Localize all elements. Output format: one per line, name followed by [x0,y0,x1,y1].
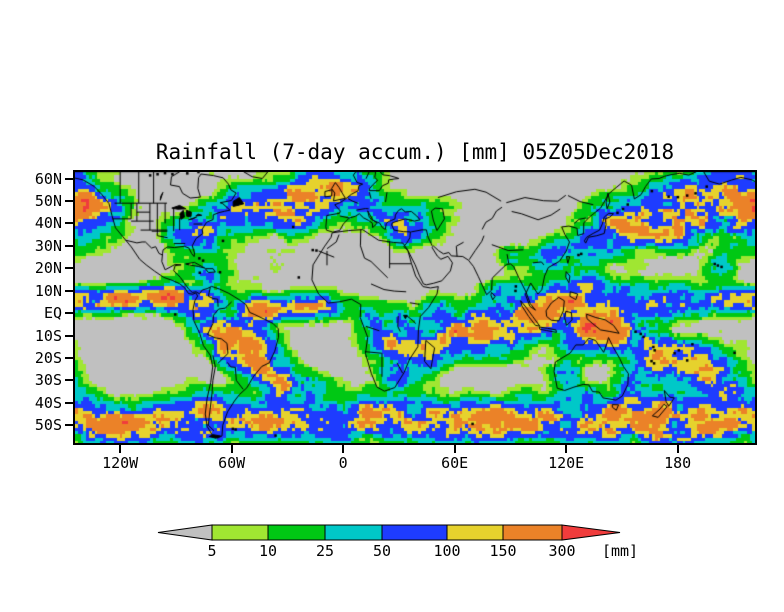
lat-tick-label: 60N [34,169,62,188]
colorbar-level-label: 5 [207,542,217,560]
lat-tick-label: 20N [34,259,62,278]
colorbar-below-arrow [157,524,213,541]
map-frame [73,170,757,445]
lon-tick-label: 120E [548,454,585,472]
lon-tick [565,445,568,453]
lon-tick-label: 0 [338,454,348,472]
colorbar-segment [211,524,269,541]
colorbar-legend [157,524,621,541]
lon-tick-label: 60W [218,454,246,472]
lat-tick [65,334,73,337]
colorbar-segment [381,524,448,541]
lat-tick [65,424,73,427]
lon-tick [453,445,456,453]
colorbar-level-label: 300 [548,542,576,560]
colorbar-level-label: 50 [372,542,392,560]
lat-tick-label: 40N [34,214,62,233]
lat-tick-label: 20S [34,348,62,367]
colorbar-level-label: 10 [258,542,278,560]
colorbar-above-arrow [561,524,621,541]
lat-tick [65,267,73,270]
colorbar-segment [446,524,504,541]
lat-tick-label: 50N [34,191,62,210]
colorbar-segment [502,524,563,541]
plot-title: Rainfall (7-day accum.) [mm] 05Z05Dec201… [155,140,675,164]
lat-tick [65,356,73,359]
lon-tick [119,445,122,453]
lat-tick-label: 30N [34,236,62,255]
lat-tick-label: 50S [34,416,62,435]
lat-tick [65,401,73,404]
lat-tick [65,222,73,225]
lon-tick-label: 60E [441,454,469,472]
lat-tick [65,312,73,315]
lat-tick-label: 10S [34,326,62,345]
rainfall-map-canvas [75,172,755,443]
lat-tick-label: 30S [34,371,62,390]
lat-tick [65,289,73,292]
colorbar-level-label: 150 [489,542,517,560]
lat-tick [65,177,73,180]
lat-tick [65,244,73,247]
colorbar-level-label: 100 [433,542,461,560]
lat-tick-label: 10N [34,281,62,300]
colorbar-level-label: 25 [315,542,335,560]
lat-tick [65,379,73,382]
lon-tick-label: 120W [102,454,139,472]
lon-tick [342,445,345,453]
lat-tick-label: 40S [34,393,62,412]
colorbar-unit-label: [mm] [601,542,639,560]
colorbar-segment [324,524,383,541]
lat-tick-label: EQ [43,304,62,323]
colorbar-segment [267,524,326,541]
lon-tick [230,445,233,453]
lat-tick [65,199,73,202]
lon-tick [676,445,679,453]
lon-tick-label: 180 [664,454,692,472]
